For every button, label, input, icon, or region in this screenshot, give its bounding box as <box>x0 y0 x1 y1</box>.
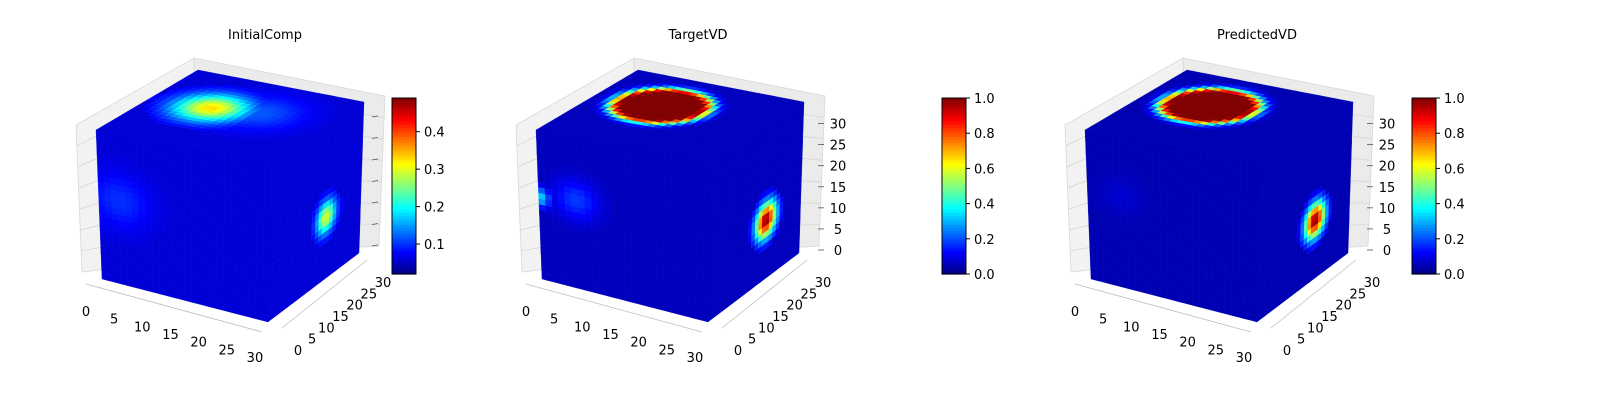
y-tick-label: 0 <box>294 344 302 359</box>
panel-title: TargetVD <box>667 28 727 43</box>
y-tick-label: 0 <box>734 344 742 359</box>
y-tick-label: 5 <box>308 333 316 348</box>
z-tick-label: 20 <box>830 160 847 175</box>
x-tick-label: 5 <box>550 313 558 328</box>
colorbar-tick-label: 0.4 <box>424 126 445 141</box>
z-tick-label: 15 <box>830 181 847 196</box>
x-tick-label: 20 <box>630 336 647 351</box>
x-tick-label: 10 <box>574 320 591 335</box>
x-tick-label: 20 <box>190 336 207 351</box>
colorbar-tick-label: 0.1 <box>424 238 445 253</box>
colorbar-tick-label: 0.0 <box>974 268 995 283</box>
x-tick-label: 15 <box>162 328 179 343</box>
colorbar-segment <box>392 98 416 102</box>
colorbar-tick-label: 0.2 <box>424 201 445 216</box>
y-tick-label: 5 <box>748 333 756 348</box>
colorbar-tick-label: 0.3 <box>424 163 445 178</box>
colorbar: 0.0 0.2 0.4 0.6 0.8 1.0 <box>941 92 995 283</box>
colorbar-tick-label: 0.4 <box>974 198 995 213</box>
x-tick-label: 10 <box>134 320 151 335</box>
x-tick-label: 25 <box>219 343 236 358</box>
x-tick-label: 0 <box>82 305 90 320</box>
x-tick-label: 0 <box>522 305 530 320</box>
colorbar-tick-label: 0.8 <box>974 127 995 142</box>
y-tick-label: 30 <box>815 276 832 291</box>
z-tick-label: 5 <box>834 223 842 238</box>
x-tick-label: 5 <box>110 313 118 328</box>
z-tick-label: 30 <box>830 118 847 133</box>
z-tick-label: 25 <box>830 139 847 154</box>
z-tick-label: 10 <box>830 202 847 217</box>
panel-title: PredictedVD <box>1217 28 1297 43</box>
colorbar-tick-label: 0.6 <box>974 162 995 177</box>
x-tick-label: 30 <box>247 351 264 366</box>
colorbar: 0.1 0.2 0.3 0.4 <box>391 97 445 275</box>
colorbar-tick-label: 1.0 <box>974 92 995 107</box>
y-tick-label: 30 <box>375 276 392 291</box>
panel-title: InitialComp <box>228 28 302 43</box>
x-tick-label: 15 <box>602 328 619 343</box>
z-tick-label: 0 <box>834 244 842 259</box>
colorbar-tick-label: 0.2 <box>974 233 995 248</box>
x-tick-label: 30 <box>687 351 704 366</box>
x-tick-label: 25 <box>659 343 676 358</box>
colorbar-segment <box>942 98 966 102</box>
